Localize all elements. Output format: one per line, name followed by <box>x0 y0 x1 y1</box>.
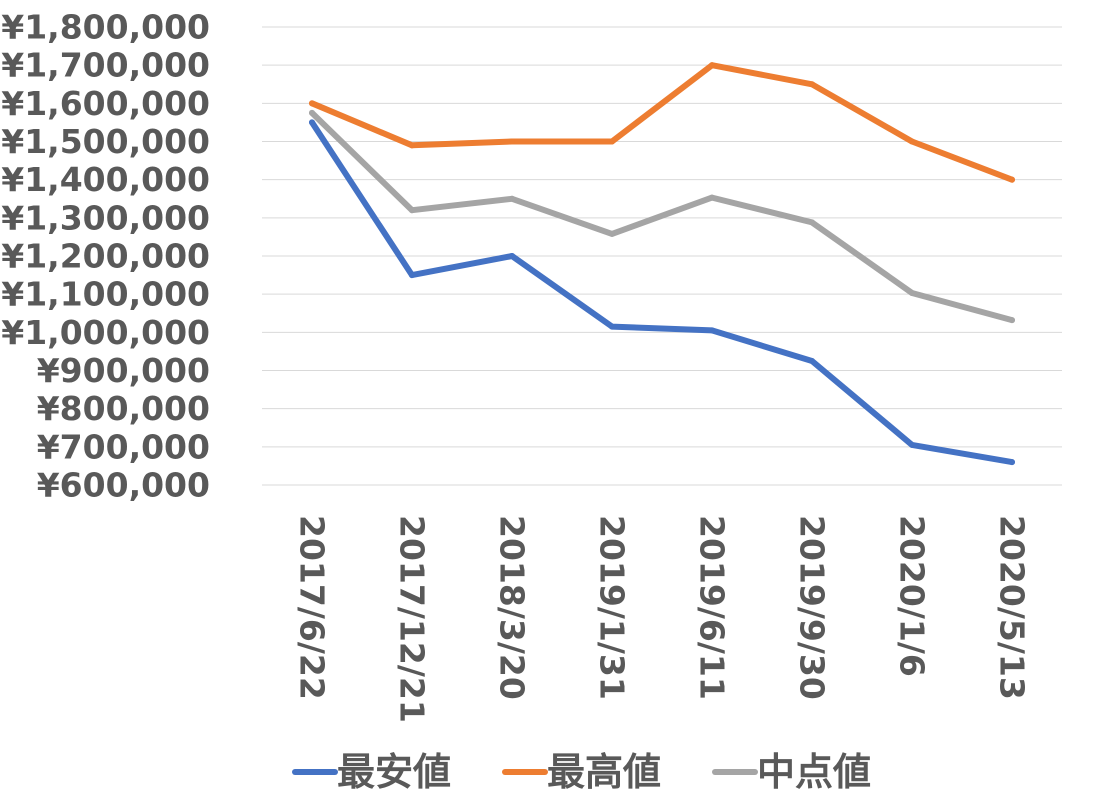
data-point <box>309 109 315 116</box>
data-point <box>1009 459 1015 466</box>
x-axis-tick-labels: 2017/6/22 2017/12/21 2018/3/20 2019/1/31 201… <box>293 515 1032 723</box>
y-axis-tick-labels: ¥600,000¥700,000¥800,000¥900,000¥1,000,0… <box>1 8 210 505</box>
y-tick-label: ¥1,000,000 <box>1 313 210 352</box>
series-line <box>309 62 1015 183</box>
data-point <box>909 138 915 145</box>
series-lines <box>309 62 1015 466</box>
gridlines <box>262 26 1062 486</box>
y-tick-label: ¥900,000 <box>37 351 210 390</box>
data-point <box>409 142 415 149</box>
y-tick-label: ¥1,800,000 <box>1 8 210 47</box>
data-point <box>409 272 415 279</box>
x-tick-label: 2017/6/22 <box>293 515 332 700</box>
x-tick-label: 2020/5/13 <box>993 515 1032 700</box>
x-tick-label: 2018/3/20 <box>493 515 532 700</box>
data-point <box>709 194 715 201</box>
y-tick-label: ¥800,000 <box>37 389 210 428</box>
data-point <box>809 219 815 226</box>
data-point <box>809 357 815 364</box>
data-point <box>509 195 515 202</box>
data-point <box>709 327 715 334</box>
y-tick-label: ¥1,400,000 <box>1 160 210 199</box>
y-tick-label: ¥700,000 <box>37 427 210 466</box>
x-tick-label: 2019/9/30 <box>793 515 832 700</box>
y-tick-label: ¥1,100,000 <box>1 275 210 314</box>
x-tick-label: 2017/12/21 <box>393 515 432 723</box>
data-point <box>909 290 915 297</box>
data-point <box>609 323 615 330</box>
y-tick-label: ¥1,600,000 <box>1 84 210 123</box>
legend-label: 最高値 <box>547 750 661 794</box>
x-tick-label: 2019/1/31 <box>593 515 632 700</box>
legend-label: 中点値 <box>757 750 871 794</box>
y-tick-label: ¥600,000 <box>37 466 210 505</box>
data-point <box>509 138 515 145</box>
data-point <box>909 441 915 448</box>
y-tick-label: ¥1,700,000 <box>1 46 210 85</box>
y-tick-label: ¥1,300,000 <box>1 198 210 237</box>
data-point <box>709 62 715 69</box>
data-point <box>409 207 415 214</box>
data-point <box>809 81 815 88</box>
y-tick-label: ¥1,500,000 <box>1 122 210 161</box>
y-tick-label: ¥1,200,000 <box>1 237 210 276</box>
data-point <box>1009 176 1015 183</box>
series-line <box>309 119 1015 466</box>
data-point <box>609 230 615 237</box>
x-tick-label: 2020/1/6 <box>893 515 932 677</box>
x-tick-label: 2019/6/11 <box>693 515 732 700</box>
legend: 最安値 最高値 中点値 <box>292 750 871 794</box>
data-point <box>1009 317 1015 324</box>
series-line <box>309 109 1015 324</box>
data-point <box>609 138 615 145</box>
data-point <box>309 119 315 126</box>
data-point <box>509 253 515 259</box>
legend-label: 最安値 <box>337 750 451 794</box>
data-point <box>309 100 315 107</box>
